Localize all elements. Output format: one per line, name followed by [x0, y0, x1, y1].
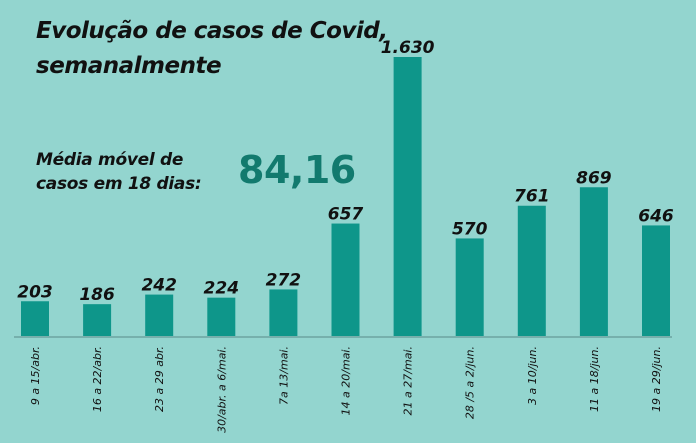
x-tick-label: 9 a 15/abr.: [29, 346, 42, 405]
bar: [21, 301, 49, 336]
bar: [642, 225, 670, 336]
bar: [331, 223, 360, 336]
bar: [517, 205, 546, 336]
bar-value-label: 657: [328, 205, 364, 225]
bar-value-label: 224: [204, 279, 240, 299]
x-tick-label: 16 a 22/abr.: [91, 346, 104, 412]
bar-value-label: 272: [266, 270, 302, 290]
x-tick-label: 14 a 20/mai.: [340, 346, 353, 415]
x-tick-label: 3 a 10/jun.: [526, 346, 539, 405]
bar: [269, 289, 298, 336]
x-tick-label: 19 a 29/jun.: [650, 346, 663, 412]
chart-title: Evolução de casos de Covid, semanalmente: [36, 14, 388, 84]
bar-value-label: 646: [638, 206, 674, 226]
chart-title-line-1: Evolução de casos de Covid,: [36, 18, 388, 44]
x-tick-label: 23 a 29 abr.: [153, 346, 166, 412]
x-tick-label: 21 a 27/mai.: [402, 346, 415, 415]
bar-value-label: 761: [514, 187, 550, 207]
bar-value-label: 203: [17, 282, 53, 302]
bar-value-label: 186: [79, 285, 115, 305]
bar-value-label: 242: [141, 276, 177, 296]
bar: [393, 57, 422, 336]
moving-average-label: Média móvel de casos em 18 dias:: [36, 148, 202, 196]
bar-value-label: 1.630: [381, 38, 435, 58]
x-tick-label: 11 a 18/jun.: [588, 346, 601, 412]
bar: [145, 294, 174, 336]
bar: [579, 187, 608, 336]
moving-average-label-line-1: Média móvel de: [36, 150, 184, 170]
bar: [455, 238, 484, 336]
bar-value-label: 869: [576, 168, 612, 188]
chart-title-line-2: semanalmente: [36, 53, 222, 79]
moving-average-label-line-2: casos em 18 dias:: [36, 174, 202, 194]
x-tick-label: 28 /5 a 2/jun.: [464, 346, 477, 419]
x-tick-label: 7a 13/mai.: [277, 346, 290, 405]
bar: [83, 304, 112, 336]
bar-value-label: 570: [452, 219, 488, 239]
moving-average-value: 84,16: [238, 148, 356, 192]
x-tick-label: 30/abr. a 6/mai.: [215, 346, 228, 433]
bar: [207, 297, 236, 336]
